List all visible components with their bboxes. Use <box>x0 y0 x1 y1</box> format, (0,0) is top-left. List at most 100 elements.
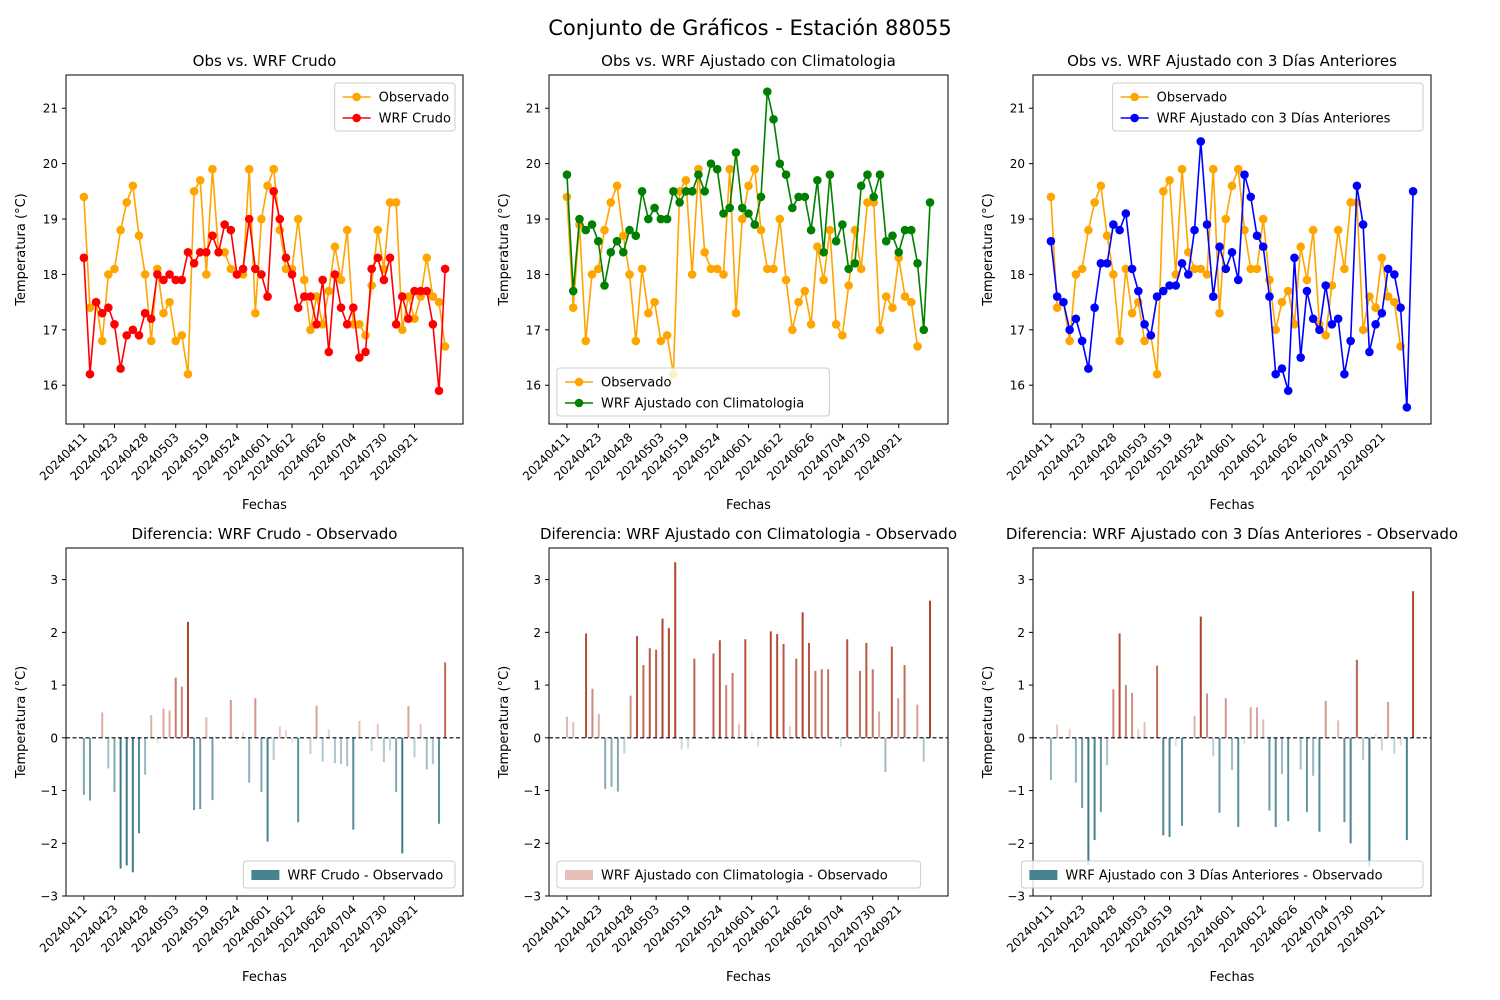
data-point <box>1221 264 1231 274</box>
bar <box>284 729 287 738</box>
bar <box>1093 737 1096 841</box>
data-point <box>116 364 125 373</box>
y-tick-label: 21 <box>43 102 58 116</box>
data-point <box>612 181 622 191</box>
data-point <box>1383 264 1393 274</box>
data-point <box>202 270 211 279</box>
legend-label: WRF Crudo <box>379 112 451 127</box>
bar <box>333 737 336 764</box>
data-point <box>888 231 897 240</box>
bar <box>929 600 932 738</box>
bar <box>1274 737 1277 827</box>
data-point <box>1358 220 1368 229</box>
data-point <box>1171 281 1181 290</box>
data-point <box>850 259 860 268</box>
data-point <box>881 292 891 301</box>
bar <box>1393 737 1396 754</box>
bar <box>1318 737 1321 832</box>
bar <box>667 628 670 738</box>
y-tick-label: 19 <box>43 213 58 227</box>
data-point <box>618 247 628 257</box>
data-point <box>706 159 716 168</box>
bar <box>321 737 324 762</box>
y-tick-label: 21 <box>1010 102 1025 116</box>
legend-label: WRF Ajustado con 3 Días Anteriores <box>1157 112 1391 127</box>
data-point <box>1077 264 1087 274</box>
legend-box <box>1112 82 1424 132</box>
data-point <box>1377 308 1387 318</box>
data-point <box>281 253 291 263</box>
data-point <box>104 303 113 312</box>
data-point <box>1321 281 1330 290</box>
y-axis-label: Temperatura (°C) <box>497 666 512 779</box>
data-point <box>410 286 419 296</box>
data-point <box>1233 275 1243 285</box>
data-point <box>330 270 340 279</box>
data-point <box>1059 297 1068 307</box>
data-point <box>1109 270 1118 279</box>
data-point <box>1196 137 1206 146</box>
bar <box>180 686 183 738</box>
data-point <box>769 264 778 274</box>
bar <box>272 737 275 760</box>
data-point <box>775 214 785 224</box>
bar <box>750 732 753 738</box>
data-point <box>1390 270 1399 279</box>
bar <box>661 618 664 738</box>
data-point <box>1277 364 1287 373</box>
data-point <box>116 225 125 235</box>
data-point <box>1271 369 1281 379</box>
bar <box>131 737 134 873</box>
y-tick-label: 18 <box>1010 268 1025 282</box>
y-tick-label: −1 <box>1007 784 1025 798</box>
plot-area <box>548 74 949 425</box>
data-point <box>618 231 628 240</box>
bar <box>757 737 760 747</box>
data-point <box>1121 209 1131 218</box>
data-point <box>269 187 278 196</box>
data-point <box>587 270 597 279</box>
bar <box>248 737 251 783</box>
data-point <box>568 286 578 296</box>
data-point <box>153 270 162 279</box>
data-point <box>1134 286 1143 296</box>
data-point <box>669 187 678 196</box>
bar <box>162 708 165 738</box>
bar <box>205 717 208 738</box>
data-point <box>744 209 753 218</box>
legend-label: Observado <box>1157 91 1228 106</box>
bar <box>242 732 245 738</box>
bar <box>401 737 404 854</box>
data-point <box>128 325 138 335</box>
bar <box>137 737 140 834</box>
bar <box>425 737 428 770</box>
legend-marker <box>574 377 584 387</box>
bar <box>897 698 900 738</box>
bar <box>431 737 434 765</box>
data-point <box>762 87 772 96</box>
bar <box>591 688 594 738</box>
bar <box>235 737 238 743</box>
data-point <box>1308 314 1318 324</box>
data-point <box>177 275 187 285</box>
data-point <box>397 325 407 335</box>
y-tick-label: 2 <box>533 626 541 640</box>
data-point <box>1077 336 1087 346</box>
legend: Observado WRF Crudo <box>334 82 456 132</box>
data-point <box>79 192 89 202</box>
data-point <box>122 331 132 340</box>
chart-5: Diferencia: WRF Ajustado con Climatologi… <box>497 525 957 985</box>
data-point <box>422 286 432 296</box>
data-point <box>416 286 425 296</box>
bar <box>693 658 696 738</box>
bar <box>1181 737 1184 826</box>
data-point <box>1096 259 1106 268</box>
y-tick-label: −3 <box>523 890 541 904</box>
data-point <box>593 264 603 274</box>
data-point <box>781 275 791 285</box>
legend-box <box>242 860 456 889</box>
legend-label: Observado <box>601 376 672 391</box>
data-point <box>562 170 572 180</box>
data-point <box>637 264 647 274</box>
bar <box>150 715 153 738</box>
